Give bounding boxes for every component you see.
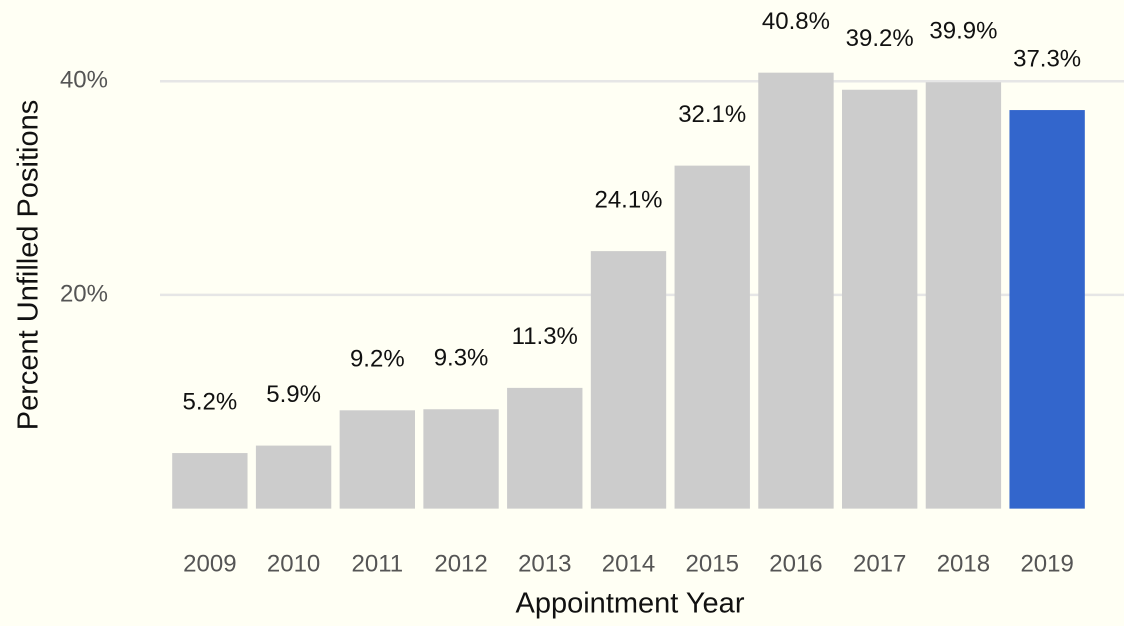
value-label: 9.3% xyxy=(434,345,489,372)
value-label: 40.8% xyxy=(762,8,830,35)
bar xyxy=(339,410,415,509)
x-tick-label: 2013 xyxy=(518,550,571,577)
y-tick-label: 40% xyxy=(60,67,108,94)
x-tick-label: 2014 xyxy=(602,550,655,577)
x-tick-label: 2010 xyxy=(267,550,320,577)
bar xyxy=(255,445,332,509)
bar xyxy=(925,82,1002,509)
y-tick-label: 20% xyxy=(60,280,108,307)
x-tick-label: 2019 xyxy=(1020,550,1073,577)
value-label: 11.3% xyxy=(512,323,578,350)
value-label: 39.9% xyxy=(929,18,997,45)
bar xyxy=(590,251,667,509)
x-tick-label: 2012 xyxy=(434,550,487,577)
value-label: 32.1% xyxy=(678,101,746,128)
bar xyxy=(172,453,248,509)
x-tick-label: 2011 xyxy=(352,550,404,577)
x-tick-label: 2018 xyxy=(937,550,990,577)
bar xyxy=(758,72,834,509)
value-label: 24.1% xyxy=(594,186,662,213)
bar xyxy=(507,387,583,509)
x-tick-label: 2009 xyxy=(183,550,236,577)
bar xyxy=(423,409,499,509)
x-tick-label: 2016 xyxy=(769,550,822,577)
bar xyxy=(674,165,750,509)
y-axis-title: Percent Unfilled Positions xyxy=(13,100,45,430)
bar xyxy=(842,89,918,509)
value-label: 5.2% xyxy=(183,388,238,415)
x-tick-label: 2017 xyxy=(853,550,906,577)
x-tick-label: 2015 xyxy=(686,550,739,577)
value-label: 5.9% xyxy=(266,381,321,408)
x-axis-title: Appointment Year xyxy=(516,588,745,620)
value-label: 37.3% xyxy=(1013,45,1081,72)
value-label: 39.2% xyxy=(846,25,914,52)
value-label: 9.2% xyxy=(350,346,405,373)
bar xyxy=(1009,110,1085,509)
